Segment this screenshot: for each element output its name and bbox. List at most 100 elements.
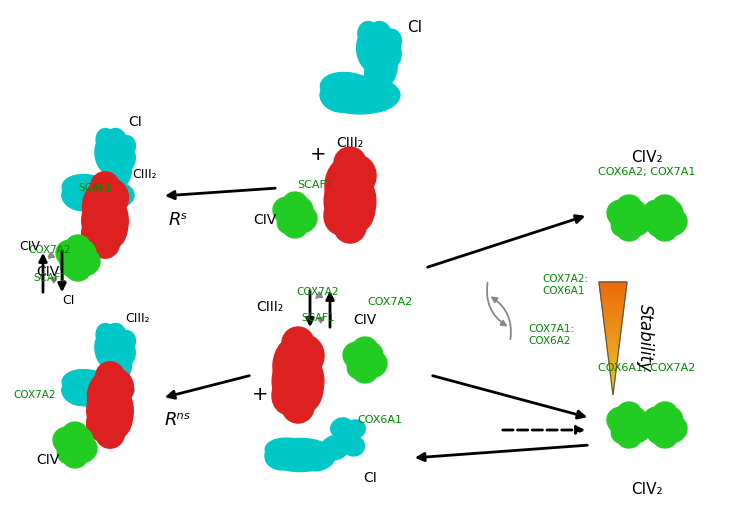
Ellipse shape: [653, 221, 677, 241]
Ellipse shape: [377, 29, 401, 56]
Ellipse shape: [99, 193, 128, 237]
Ellipse shape: [288, 335, 324, 375]
Ellipse shape: [320, 76, 400, 114]
Ellipse shape: [61, 253, 87, 277]
Ellipse shape: [620, 199, 647, 223]
Ellipse shape: [298, 445, 335, 471]
Ellipse shape: [617, 402, 641, 422]
Ellipse shape: [643, 200, 673, 228]
Polygon shape: [601, 296, 625, 299]
Ellipse shape: [95, 331, 120, 369]
Ellipse shape: [69, 239, 96, 263]
Ellipse shape: [621, 416, 651, 443]
Text: SCAF1: SCAF1: [301, 313, 335, 323]
Text: +: +: [251, 385, 268, 404]
Ellipse shape: [276, 198, 314, 232]
Ellipse shape: [96, 324, 115, 346]
Ellipse shape: [265, 438, 335, 472]
Text: CI: CI: [128, 115, 142, 129]
Polygon shape: [602, 307, 624, 310]
Ellipse shape: [66, 235, 90, 256]
Ellipse shape: [62, 370, 115, 401]
Ellipse shape: [273, 337, 313, 393]
Polygon shape: [605, 324, 622, 327]
Ellipse shape: [67, 436, 97, 463]
Ellipse shape: [102, 346, 132, 387]
Text: SCAF1: SCAF1: [33, 273, 67, 283]
Ellipse shape: [102, 150, 132, 192]
Ellipse shape: [325, 157, 365, 213]
Polygon shape: [606, 336, 621, 338]
Text: SCAF1: SCAF1: [78, 183, 112, 193]
Ellipse shape: [617, 195, 641, 215]
Polygon shape: [607, 344, 619, 347]
Ellipse shape: [343, 342, 374, 370]
Ellipse shape: [283, 357, 323, 413]
Polygon shape: [602, 302, 624, 305]
Ellipse shape: [656, 406, 683, 430]
Ellipse shape: [86, 184, 125, 247]
Text: CIV: CIV: [37, 453, 60, 467]
Ellipse shape: [82, 193, 110, 237]
Ellipse shape: [91, 379, 133, 406]
Polygon shape: [612, 384, 614, 386]
Ellipse shape: [330, 418, 352, 437]
Ellipse shape: [66, 260, 90, 281]
Ellipse shape: [96, 389, 132, 439]
Polygon shape: [610, 367, 616, 370]
Ellipse shape: [282, 391, 314, 423]
Text: CI: CI: [363, 471, 377, 485]
Ellipse shape: [82, 215, 114, 251]
Ellipse shape: [57, 440, 84, 464]
Ellipse shape: [357, 30, 385, 72]
Text: Stability: Stability: [636, 305, 654, 372]
Text: CIII₂: CIII₂: [133, 168, 157, 182]
Polygon shape: [613, 389, 614, 392]
Ellipse shape: [353, 363, 377, 383]
Text: COX6A2; COX7A1: COX6A2; COX7A1: [598, 167, 696, 177]
Ellipse shape: [345, 420, 366, 439]
Ellipse shape: [656, 416, 687, 443]
Ellipse shape: [56, 428, 94, 462]
Ellipse shape: [648, 420, 674, 444]
Text: SCAF1: SCAF1: [297, 180, 333, 190]
Polygon shape: [599, 282, 627, 285]
Polygon shape: [608, 359, 618, 361]
Ellipse shape: [324, 171, 356, 220]
Polygon shape: [605, 330, 621, 333]
Polygon shape: [603, 313, 623, 316]
Ellipse shape: [610, 201, 648, 235]
Text: CIII₂: CIII₂: [126, 312, 151, 325]
Polygon shape: [604, 322, 622, 324]
Polygon shape: [609, 361, 617, 364]
Ellipse shape: [91, 184, 133, 210]
Ellipse shape: [334, 147, 366, 179]
Ellipse shape: [101, 369, 134, 405]
Ellipse shape: [62, 373, 134, 407]
Ellipse shape: [366, 22, 392, 53]
Ellipse shape: [620, 406, 647, 430]
Ellipse shape: [353, 337, 377, 357]
Ellipse shape: [621, 209, 651, 236]
Ellipse shape: [653, 402, 677, 422]
Ellipse shape: [356, 341, 382, 365]
Polygon shape: [602, 305, 624, 307]
Ellipse shape: [108, 144, 135, 174]
Ellipse shape: [340, 155, 376, 195]
Ellipse shape: [91, 172, 119, 201]
Ellipse shape: [91, 229, 119, 258]
Ellipse shape: [108, 339, 135, 369]
Ellipse shape: [292, 351, 324, 400]
Ellipse shape: [653, 195, 677, 215]
Text: CIV: CIV: [20, 240, 40, 253]
Ellipse shape: [69, 249, 100, 276]
Ellipse shape: [320, 435, 349, 460]
Polygon shape: [607, 350, 618, 353]
Ellipse shape: [324, 195, 360, 235]
Ellipse shape: [105, 383, 133, 427]
Ellipse shape: [276, 340, 320, 410]
Text: COX7A2: COX7A2: [368, 297, 412, 307]
Polygon shape: [611, 378, 615, 381]
Polygon shape: [605, 333, 621, 336]
Polygon shape: [599, 285, 626, 288]
